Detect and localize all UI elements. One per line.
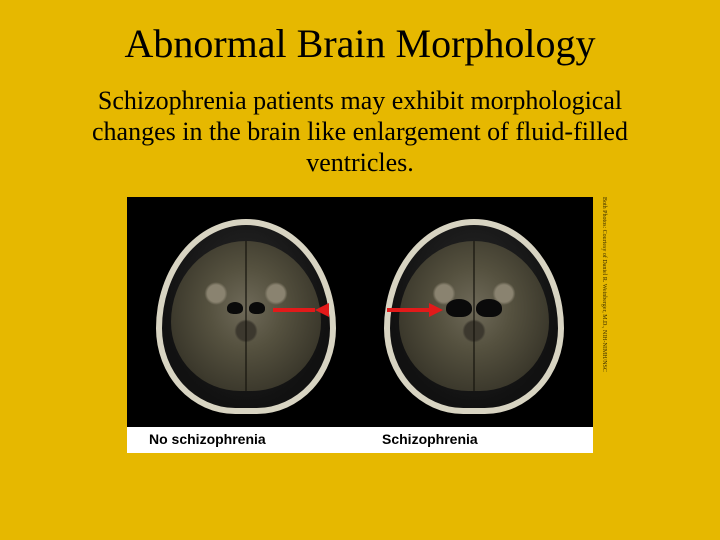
caption-no-schizophrenia: No schizophrenia: [127, 427, 360, 453]
scan-row: [137, 207, 583, 427]
arrow-head-icon: [429, 303, 443, 317]
scan-panel-no-schizophrenia: [137, 207, 355, 427]
brain-scan-figure: No schizophrenia Schizophrenia: [127, 197, 593, 453]
slide: Abnormal Brain Morphology Schizophrenia …: [0, 0, 720, 540]
ventricle-left: [227, 302, 243, 314]
ventricle-right: [249, 302, 265, 314]
ventricles-large: [446, 299, 502, 317]
slide-title: Abnormal Brain Morphology: [124, 20, 595, 67]
caption-row: No schizophrenia Schizophrenia: [127, 427, 593, 453]
ventricles-small: [227, 302, 265, 314]
image-credit: Both Photos: Courtesy of Daniel R. Weinb…: [593, 197, 607, 427]
ventricle-left: [446, 299, 472, 317]
arrow-shaft: [273, 308, 315, 312]
caption-schizophrenia: Schizophrenia: [360, 427, 593, 453]
midline-fissure: [245, 241, 247, 391]
arrow-icon: [273, 303, 329, 317]
arrow-head-icon: [315, 303, 329, 317]
ventricle-right: [476, 299, 502, 317]
figure-container: No schizophrenia Schizophrenia Both Phot…: [127, 197, 593, 453]
slide-body-text: Schizophrenia patients may exhibit morph…: [80, 85, 640, 179]
scan-panel-schizophrenia: [365, 207, 583, 427]
arrow-shaft: [387, 308, 429, 312]
arrow-icon: [387, 303, 443, 317]
